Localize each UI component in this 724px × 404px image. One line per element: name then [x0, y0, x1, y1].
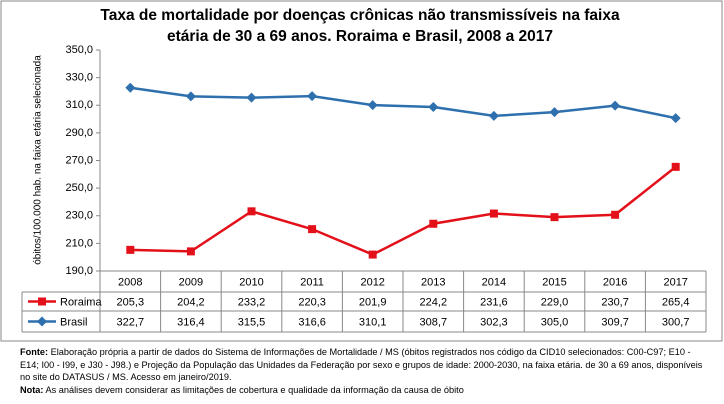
y-tick-label: 290,0 [65, 127, 93, 139]
point [367, 100, 378, 111]
point [308, 225, 317, 234]
chart-title-line-1: Taxa de mortalidade por doenças crônicas… [100, 7, 620, 24]
x-tick-label: 2009 [179, 276, 203, 288]
y-tick-label: 310,0 [65, 99, 93, 111]
series-line [130, 165, 677, 256]
table-value: 308,7 [420, 316, 448, 328]
note-text: As análises devem considerar as limitaçõ… [45, 384, 464, 395]
table-value: 204,2 [177, 296, 205, 308]
x-tick-label: 2008 [118, 276, 142, 288]
source: Fonte: Elaboração própria a partir de da… [20, 346, 710, 384]
x-tick-label: 2014 [482, 276, 506, 288]
point [428, 102, 439, 113]
point [488, 110, 499, 121]
point [246, 92, 257, 103]
table-value: 316,4 [177, 316, 205, 328]
point [429, 219, 438, 228]
y-tick-label: 230,0 [65, 210, 93, 222]
point [368, 250, 377, 259]
table-value: 305,0 [541, 316, 569, 328]
y-tick-label: 250,0 [65, 182, 93, 194]
point [247, 207, 256, 216]
table-value: 310,1 [359, 316, 387, 328]
legend-label: Roraima [60, 296, 102, 308]
table-value: 220,3 [298, 296, 326, 308]
chart-border [0, 0, 723, 342]
x-tick-label: 2013 [421, 276, 445, 288]
point [611, 210, 620, 219]
point [307, 91, 318, 102]
point [125, 82, 136, 93]
legend-marker [38, 297, 46, 306]
y-tick-label: 350,0 [65, 44, 93, 56]
y-tick-label: 210,0 [65, 237, 93, 249]
note: Nota: As análises devem considerar as li… [20, 384, 710, 397]
table-value: 322,7 [117, 316, 145, 328]
x-tick-label: 2015 [542, 276, 566, 288]
y-tick-label: 330,0 [65, 72, 93, 84]
source-label: Fonte: [20, 347, 49, 357]
table-value: 231,6 [480, 296, 508, 308]
table-value: 315,5 [238, 316, 266, 328]
point [185, 91, 196, 102]
table-value: 233,2 [238, 296, 266, 308]
note-label: Nota: [20, 384, 44, 395]
table-value: 309,7 [601, 316, 629, 328]
y-axis-label: óbitos/100.000 hab. na faixa etária sele… [33, 55, 44, 265]
point [670, 113, 681, 124]
footnote: Fonte: Elaboração própria a partir de da… [20, 346, 710, 396]
chart-title-line-2: etária de 30 a 69 anos. Roraima e Brasil… [167, 28, 553, 45]
y-tick-label: 190,0 [65, 265, 93, 277]
legend-label: Brasil [60, 316, 88, 328]
point [610, 100, 621, 111]
x-tick-label: 2010 [239, 276, 263, 288]
table-value: 316,6 [298, 316, 326, 328]
source-text: Elaboração própria a partir de dados do … [20, 347, 703, 382]
point [550, 213, 559, 222]
point [549, 107, 560, 118]
table-value: 201,9 [359, 296, 387, 308]
table-value: 229,0 [541, 296, 569, 308]
table-value: 224,2 [420, 296, 448, 308]
x-tick-label: 2016 [603, 276, 627, 288]
table-value: 265,4 [662, 296, 690, 308]
y-tick-label: 270,0 [65, 154, 93, 166]
point [186, 247, 195, 256]
table-value: 302,3 [480, 316, 508, 328]
point [671, 162, 680, 171]
table-value: 300,7 [662, 316, 690, 328]
series-line [130, 86, 676, 120]
x-tick-label: 2017 [663, 276, 687, 288]
point [489, 209, 498, 218]
legend-marker [37, 316, 47, 327]
point [126, 245, 135, 254]
x-tick-label: 2012 [360, 276, 384, 288]
table-value: 205,3 [117, 296, 145, 308]
table-value: 230,7 [601, 296, 629, 308]
x-tick-label: 2011 [300, 276, 324, 288]
